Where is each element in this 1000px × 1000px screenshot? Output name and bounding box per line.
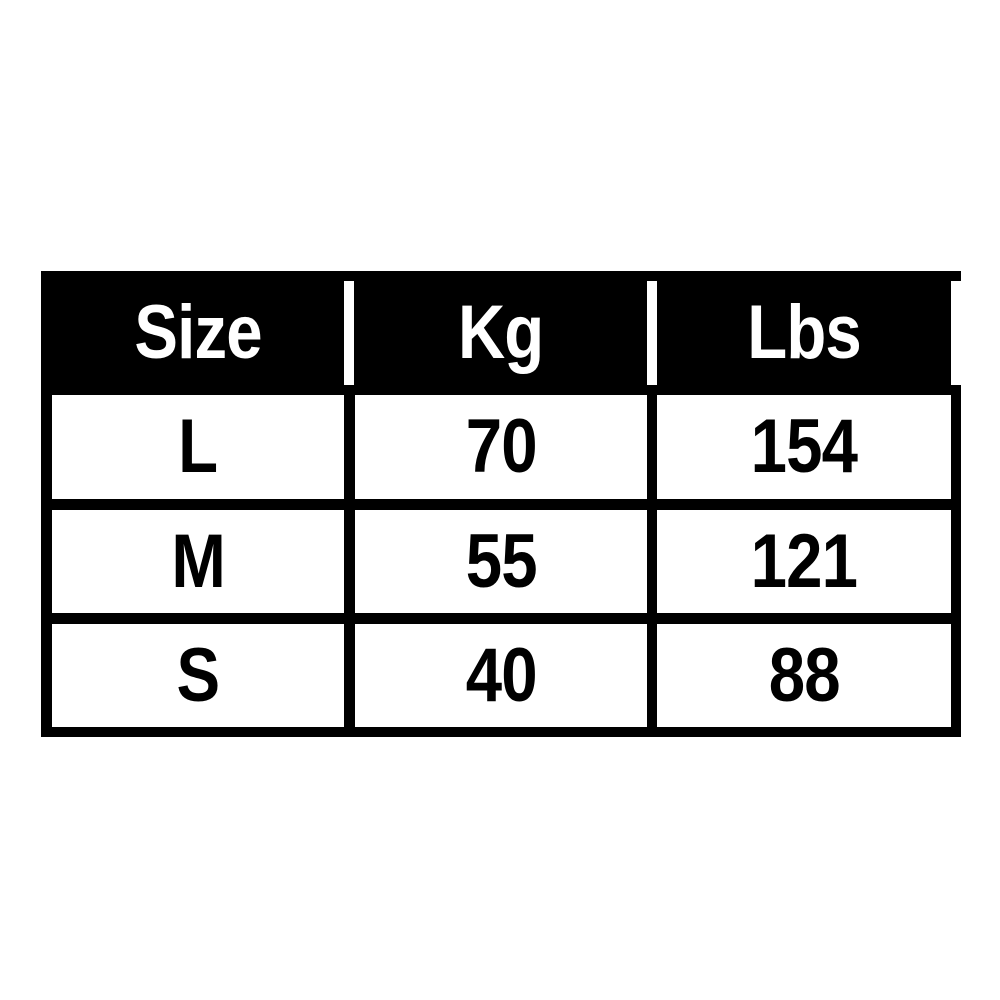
header-label: Kg bbox=[458, 290, 544, 375]
cell-kg: 40 bbox=[465, 632, 537, 718]
header-label: Lbs bbox=[747, 290, 861, 375]
cell-kg: 55 bbox=[465, 518, 537, 604]
header-size: Size bbox=[52, 271, 344, 395]
cell-lbs: 121 bbox=[750, 518, 858, 604]
table-cell: 154 bbox=[657, 395, 951, 499]
header-lbs: Lbs bbox=[657, 271, 951, 395]
cell-lbs: 88 bbox=[768, 632, 840, 718]
table-cell: L bbox=[52, 395, 344, 499]
table-cell: 55 bbox=[355, 510, 647, 613]
header-label: Size bbox=[134, 290, 262, 375]
cell-size: M bbox=[171, 518, 225, 604]
header-divider bbox=[647, 281, 657, 385]
cell-lbs: 154 bbox=[750, 404, 858, 489]
table-cell: S bbox=[52, 624, 344, 727]
cell-kg: 70 bbox=[465, 404, 537, 489]
header-right-notch bbox=[951, 281, 961, 385]
table-cell: 121 bbox=[657, 510, 951, 613]
table-cell: 70 bbox=[355, 395, 647, 499]
table-header-row bbox=[41, 271, 951, 395]
header-divider bbox=[344, 281, 354, 385]
cell-size: S bbox=[176, 632, 221, 718]
header-kg: Kg bbox=[355, 271, 647, 395]
table-cell: 88 bbox=[657, 624, 951, 727]
size-weight-table: Size Kg Lbs L 70 154 M 55 121 S 40 88 bbox=[41, 271, 961, 737]
table-cell: M bbox=[52, 510, 344, 613]
cell-size: L bbox=[178, 404, 218, 489]
table-cell: 40 bbox=[355, 624, 647, 727]
